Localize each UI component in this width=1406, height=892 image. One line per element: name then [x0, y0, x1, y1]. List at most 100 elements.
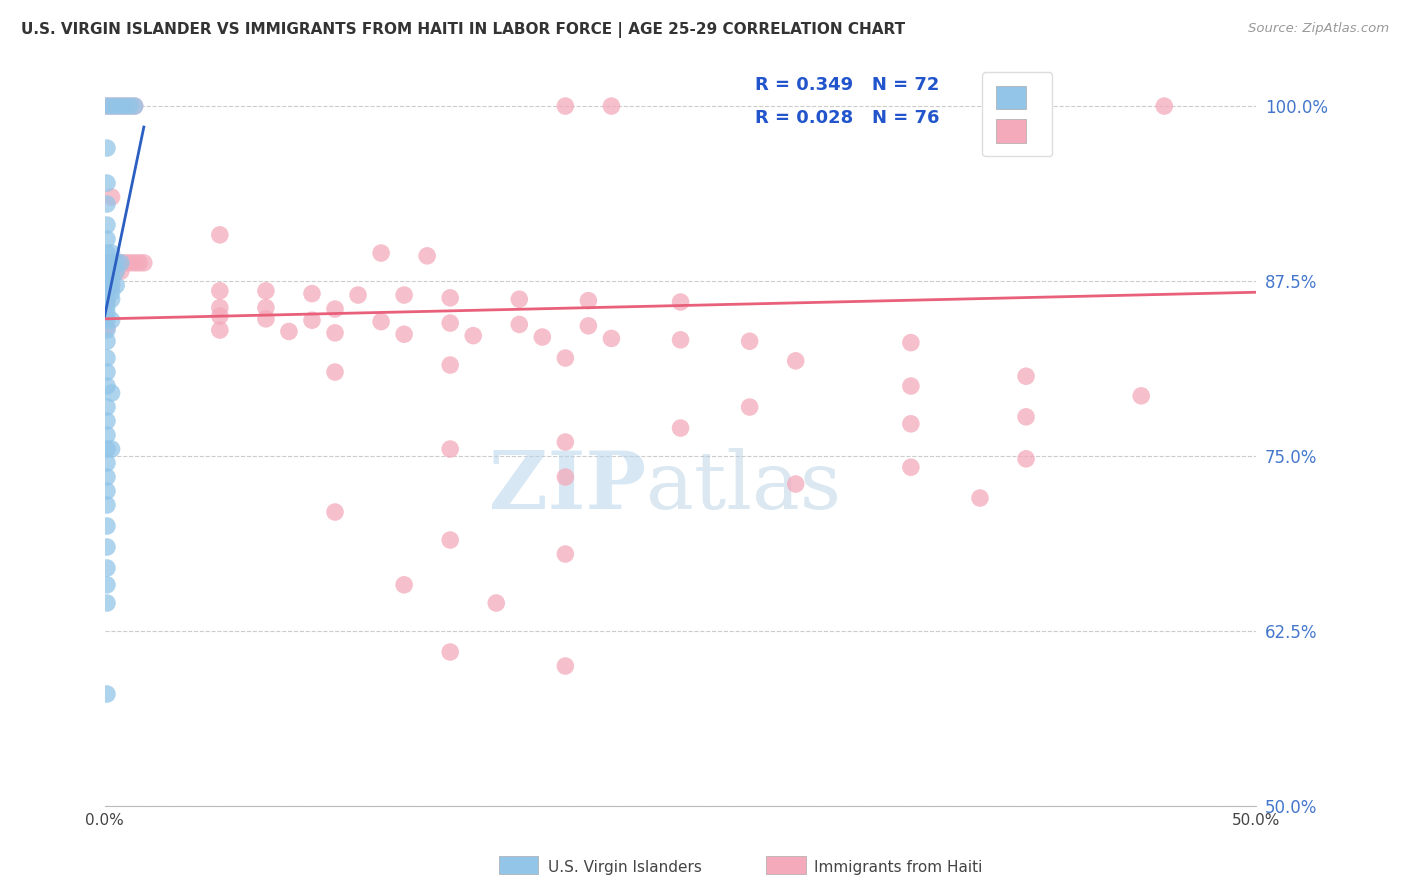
Point [124, 256, 146, 270]
Point [508, 292, 530, 306]
Point [96, 561, 118, 575]
Point [96, 271, 118, 285]
Point [208, 309, 231, 323]
Point [208, 227, 231, 242]
Point [110, 99, 132, 113]
Point [100, 99, 122, 113]
Point [1015, 409, 1038, 424]
Point [392, 288, 415, 302]
Point [100, 278, 122, 293]
Point [785, 354, 807, 368]
Point [100, 246, 122, 260]
Text: Immigrants from Haiti: Immigrants from Haiti [814, 860, 983, 874]
Point [554, 470, 576, 484]
Point [1015, 369, 1038, 384]
Point [110, 99, 132, 113]
Point [96, 400, 118, 414]
Point [485, 596, 508, 610]
Point [96, 540, 118, 554]
Point [96, 256, 118, 270]
Point [100, 264, 122, 278]
Point [278, 325, 301, 339]
Point [105, 99, 128, 113]
Point [96, 295, 118, 310]
Point [96, 596, 118, 610]
Point [96, 176, 118, 190]
Point [96, 256, 118, 270]
Point [439, 645, 461, 659]
Point [347, 288, 370, 302]
Point [100, 278, 122, 293]
Point [124, 99, 146, 113]
Point [114, 99, 136, 113]
Point [392, 578, 415, 592]
Legend: , : , [983, 72, 1052, 156]
Point [254, 284, 277, 298]
Point [128, 256, 150, 270]
Point [323, 301, 346, 316]
Point [100, 386, 122, 401]
Point [96, 442, 118, 456]
Point [96, 519, 118, 533]
Point [900, 335, 922, 350]
Point [96, 299, 118, 313]
Point [738, 334, 761, 349]
Point [105, 256, 128, 270]
Point [323, 326, 346, 340]
Point [96, 414, 118, 428]
Point [114, 256, 136, 270]
Point [105, 278, 128, 293]
Point [96, 334, 118, 349]
Point [96, 320, 118, 334]
Point [323, 365, 346, 379]
Point [900, 460, 922, 475]
Point [118, 99, 141, 113]
Point [439, 442, 461, 456]
Point [96, 218, 118, 232]
Point [554, 435, 576, 450]
Point [1153, 99, 1175, 113]
Point [96, 197, 118, 211]
Point [105, 264, 128, 278]
Point [96, 379, 118, 393]
Text: atlas: atlas [645, 448, 841, 526]
Point [96, 232, 118, 246]
Point [100, 292, 122, 306]
Point [301, 313, 323, 327]
Point [100, 264, 122, 278]
Point [110, 256, 132, 270]
Point [100, 256, 122, 270]
Point [132, 256, 155, 270]
Point [96, 99, 118, 113]
Point [96, 578, 118, 592]
Point [439, 291, 461, 305]
Point [96, 470, 118, 484]
Text: Source: ZipAtlas.com: Source: ZipAtlas.com [1249, 22, 1389, 36]
Point [110, 264, 132, 278]
Point [96, 278, 118, 293]
Point [100, 256, 122, 270]
Point [96, 306, 118, 320]
Point [100, 442, 122, 456]
Point [100, 285, 122, 300]
Point [392, 327, 415, 342]
Point [105, 256, 128, 270]
Point [208, 284, 231, 298]
Point [785, 477, 807, 491]
Point [463, 328, 485, 343]
Point [96, 351, 118, 365]
Point [370, 246, 392, 260]
Point [554, 351, 576, 365]
Text: R = 0.028   N = 76: R = 0.028 N = 76 [755, 110, 939, 128]
Point [969, 491, 991, 505]
Point [600, 99, 623, 113]
Point [370, 315, 392, 329]
Point [554, 99, 576, 113]
Point [508, 318, 530, 332]
Point [900, 417, 922, 431]
Point [105, 264, 128, 278]
Point [118, 99, 141, 113]
Point [600, 331, 623, 345]
Point [114, 99, 136, 113]
Text: U.S. VIRGIN ISLANDER VS IMMIGRANTS FROM HAITI IN LABOR FORCE | AGE 25-29 CORRELA: U.S. VIRGIN ISLANDER VS IMMIGRANTS FROM … [21, 22, 905, 38]
